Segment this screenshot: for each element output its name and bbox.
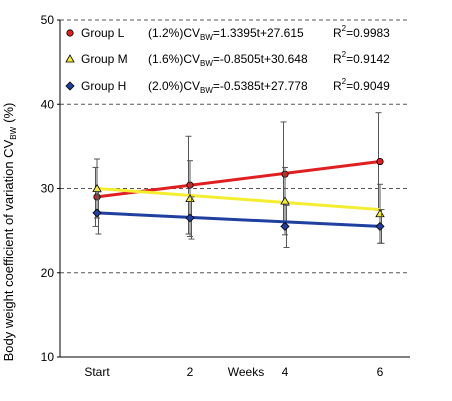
data-point [92,208,102,218]
series-group-h [92,191,385,248]
legend-equation: (1.6%)CVBW=-0.8505t+30.648 [148,52,308,68]
series-layer [92,112,385,248]
legend-equation: (2.0%)CVBW=-0.5385t+27.778 [148,79,308,95]
data-point [376,157,384,166]
data-point [280,196,290,205]
legend-label: Group H [81,79,126,93]
legend: Group L (1.2%)CVBW=1.3395t+27.615 R2=0.998… [65,24,390,95]
data-point [375,221,385,231]
x-tick-label-Start: Start [84,365,110,379]
legend-entry-group-l: Group L (1.2%)CVBW=1.3395t+27.615 R2=0.998… [66,24,390,42]
y-tick-label-20: 20 [41,266,55,280]
legend-r-squared: R2=0.9983 [333,24,390,40]
y-axis-label: Body weight coefficient of variation CVB… [1,103,18,362]
legend-r-squared: R2=0.9142 [333,50,390,66]
legend-marker [66,29,74,37]
legend-equation: (1.2%)CVBW=1.3395t+27.615 [148,26,304,42]
fit-line [96,211,381,228]
data-point [280,221,290,231]
fit-line [96,187,381,212]
x-tick-label-6: 6 [377,365,384,379]
series-group-m [92,158,385,244]
tick-labels: 10 20 30 40 50 [41,13,55,364]
legend-marker [65,54,75,63]
data-point [185,213,195,223]
x-category-labels: Start 2 Weeks 4 6 [84,365,383,379]
y-tick-label-30: 30 [41,182,55,196]
x-tick-label-2: 2 [187,365,194,379]
grid [60,19,410,274]
x-tick-label-4: 4 [282,365,289,379]
legend-r-squared: R2=0.9049 [333,77,390,93]
y-tick-label-40: 40 [41,97,55,111]
y-tick-label-10: 10 [41,350,55,364]
axes [57,19,410,358]
legend-label: Group M [81,52,128,66]
x-axis-label: Weeks [228,365,264,379]
legend-label: Group L [81,26,125,40]
y-tick-label-50: 50 [41,13,55,27]
legend-entry-group-m: Group M (1.6%)CVBW=-0.8505t+30.648 R2=0.91… [65,50,390,68]
legend-marker [65,81,75,91]
legend-entry-group-h: Group H (2.0%)CVBW=-0.5385t+27.778 R2=0.90… [65,77,390,95]
